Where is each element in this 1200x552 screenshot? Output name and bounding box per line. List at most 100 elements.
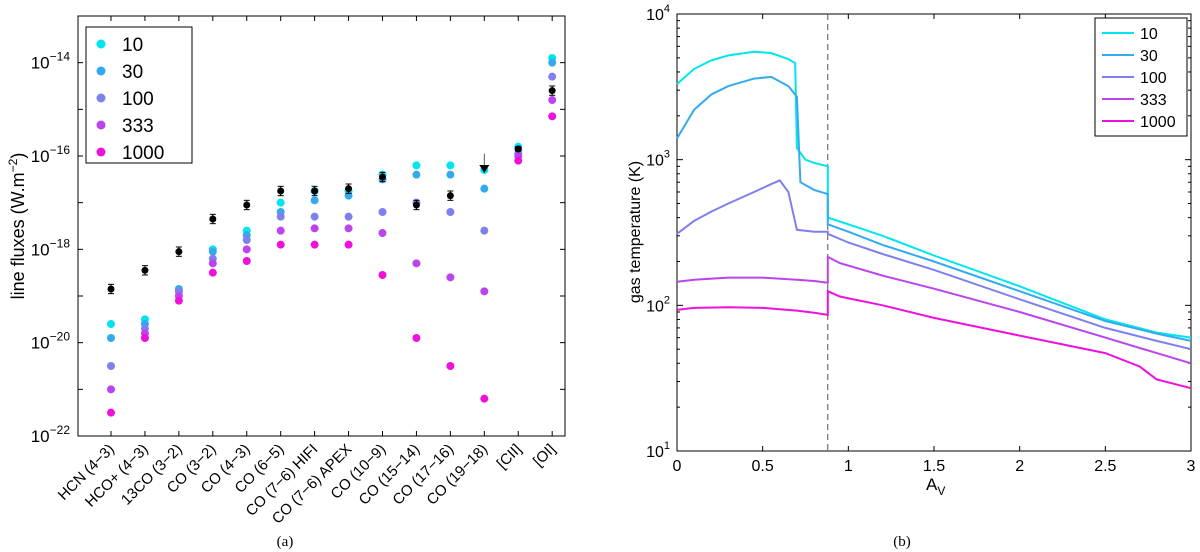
- a-legend-label-10: 10: [122, 35, 143, 56]
- a-point-1000: [344, 240, 353, 249]
- a-point-100: [242, 236, 251, 244]
- a-observed-point: [277, 187, 285, 195]
- a-point-1000: [276, 240, 285, 249]
- a-point-30: [107, 334, 115, 342]
- b-xtick-label: 0.5: [752, 458, 774, 475]
- b-legend-label-30: 30: [1140, 48, 1158, 65]
- a-legend-marker-333: [96, 120, 106, 130]
- a-observed-point: [311, 187, 319, 195]
- a-legend-marker-100: [96, 93, 106, 103]
- a-observed-point: [107, 285, 115, 293]
- b-legend-label-1000: 1000: [1140, 114, 1176, 131]
- a-ytick-label: 10−20: [31, 330, 71, 353]
- a-point-333: [208, 259, 217, 268]
- panel-a-axes: [77, 15, 566, 437]
- b-line-100: [676, 179, 1192, 351]
- b-xtick-label: 1.5: [923, 458, 945, 475]
- a-observed-point: [412, 201, 420, 209]
- a-point-100: [276, 212, 285, 221]
- a-ytick-label: 10−22: [31, 423, 71, 446]
- a-point-1000: [174, 296, 183, 305]
- a-observed-point: [345, 185, 353, 193]
- b-xtick-label: 2.5: [1094, 458, 1116, 475]
- a-legend-label-30: 30: [122, 62, 143, 83]
- a-point-333: [480, 287, 489, 296]
- a-observed-point: [175, 248, 183, 256]
- b-ytick-label: 103: [646, 149, 670, 170]
- b-ytick-label: 104: [646, 3, 670, 24]
- a-point-1000: [242, 257, 251, 265]
- a-upper-limit-arrow: [479, 165, 490, 173]
- a-ytick-label: 10−18: [31, 236, 71, 259]
- a-observed-point: [209, 215, 217, 223]
- a-point-333: [310, 224, 319, 233]
- a-point-333: [107, 385, 115, 394]
- a-point-10: [107, 320, 115, 328]
- panel-a-ylabel: line fluxes (W.m−2): [6, 153, 28, 300]
- panel-b: 0 0.5 1 1.5 2 2.5 3 101 102 103 104 gas temperatur…: [627, 3, 1196, 550]
- a-observed-point: [243, 201, 251, 209]
- panel-b-xlabel: AV: [926, 475, 945, 498]
- a-point-10: [276, 198, 285, 207]
- b-xtick-label: 1: [844, 458, 853, 475]
- a-point-30: [208, 247, 217, 256]
- a-point-100: [480, 226, 489, 235]
- a-point-333: [378, 229, 387, 237]
- a-point-30: [310, 196, 319, 205]
- a-point-10: [412, 161, 421, 170]
- panel-a-marks: [107, 54, 557, 417]
- a-category-label: [OI]: [530, 441, 559, 470]
- a-point-1000: [446, 362, 455, 370]
- a-legend-label-1000: 1000: [122, 143, 164, 164]
- a-point-30: [446, 170, 455, 179]
- panel-b-legend: 10 30 100 333 1000: [1094, 17, 1188, 137]
- panel-b-ticks: 0 0.5 1 1.5 2 2.5 3 101 102 103 104: [646, 3, 1195, 475]
- a-observed-point: [378, 173, 386, 181]
- a-point-1000: [310, 240, 319, 249]
- a-observed-point: [514, 145, 522, 153]
- a-point-30: [548, 58, 557, 67]
- a-point-100: [378, 208, 387, 216]
- a-point-1000: [378, 271, 387, 279]
- a-point-10: [446, 161, 455, 170]
- a-point-333: [412, 259, 421, 268]
- b-legend-label-10: 10: [1140, 26, 1158, 43]
- a-category-label: [CII]: [494, 441, 525, 472]
- a-legend-marker-30: [96, 66, 106, 76]
- a-point-1000: [208, 268, 217, 277]
- a-point-100: [310, 212, 319, 221]
- b-legend-label-333: 333: [1140, 92, 1167, 109]
- a-legend-label-100: 100: [122, 89, 154, 110]
- b-xtick-label: 0: [673, 458, 682, 475]
- a-point-1000: [514, 156, 523, 165]
- a-observed-point: [548, 87, 556, 95]
- a-point-333: [242, 245, 251, 254]
- a-legend-marker-1000: [96, 147, 106, 157]
- panel-b-caption: (b): [893, 534, 911, 550]
- b-line-30: [676, 75, 1192, 342]
- a-point-100: [344, 212, 353, 221]
- a-observed-point: [446, 192, 454, 200]
- a-ytick-label: 10−16: [31, 143, 71, 166]
- a-point-30: [480, 184, 489, 193]
- b-line-10: [676, 50, 1192, 339]
- b-xtick-label: 3: [1187, 458, 1196, 475]
- panel-b-lines: [676, 14, 1192, 451]
- a-ytick-label: 10−14: [31, 50, 71, 73]
- panel-a-caption: (a): [277, 534, 294, 550]
- a-point-333: [276, 226, 285, 235]
- b-ytick-label: 102: [646, 294, 670, 315]
- b-legend-label-100: 100: [1140, 70, 1167, 87]
- a-point-1000: [480, 394, 489, 403]
- a-point-100: [107, 362, 115, 370]
- b-line-1000: [676, 289, 1192, 390]
- a-point-1000: [107, 408, 115, 417]
- panel-b-ylabel: gas temperature (K): [627, 161, 644, 303]
- a-point-30: [412, 170, 421, 179]
- panel-a-legend: 10 30 100 333 1000: [85, 26, 193, 164]
- a-point-333: [548, 96, 557, 104]
- a-point-1000: [548, 112, 557, 121]
- a-legend-label-333: 333: [122, 116, 154, 137]
